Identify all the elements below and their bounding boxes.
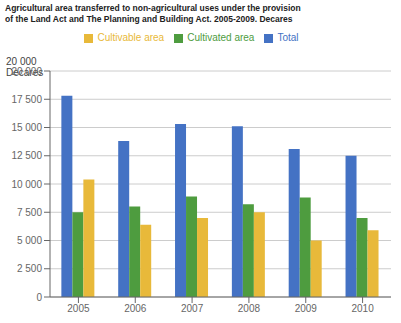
svg-text:5 000: 5 000 bbox=[17, 235, 42, 246]
svg-text:17 500: 17 500 bbox=[11, 94, 42, 105]
svg-text:2 500: 2 500 bbox=[17, 263, 42, 274]
svg-text:2005: 2005 bbox=[67, 303, 90, 314]
svg-text:20 000: 20 000 bbox=[11, 66, 42, 77]
svg-text:2007: 2007 bbox=[181, 303, 204, 314]
svg-text:7 500: 7 500 bbox=[17, 207, 42, 218]
svg-text:2010: 2010 bbox=[351, 303, 374, 314]
svg-text:0: 0 bbox=[36, 292, 42, 303]
svg-text:2009: 2009 bbox=[295, 303, 318, 314]
svg-text:12 500: 12 500 bbox=[11, 150, 42, 161]
svg-text:10 000: 10 000 bbox=[11, 179, 42, 190]
svg-text:2008: 2008 bbox=[238, 303, 261, 314]
svg-text:2006: 2006 bbox=[124, 303, 147, 314]
svg-text:15 000: 15 000 bbox=[11, 122, 42, 133]
